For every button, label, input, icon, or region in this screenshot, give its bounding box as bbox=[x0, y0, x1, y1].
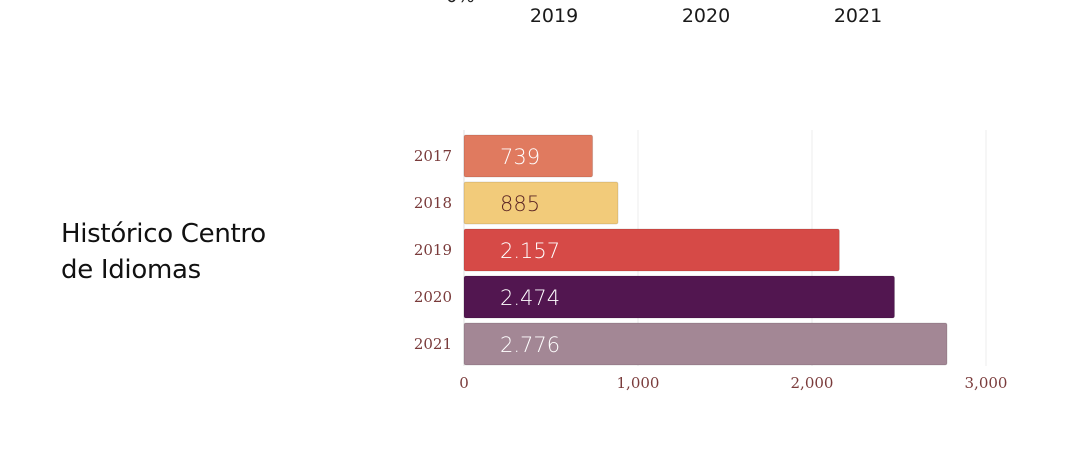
category-label-2017: 2017 bbox=[414, 147, 452, 165]
previous-chart-year-2021: 2021 bbox=[833, 5, 883, 27]
previous-chart-year-2019: 2019 bbox=[529, 5, 579, 27]
previous-chart-fragment: 0% 2019 2020 2021 bbox=[0, 0, 1080, 40]
bar-2019 bbox=[463, 228, 840, 272]
section-title-line-2: de Idiomas bbox=[61, 255, 201, 285]
x-tick-label-2: 2,000 bbox=[791, 374, 834, 392]
data-label-2019: 2.157 bbox=[500, 239, 560, 263]
bar-2020 bbox=[463, 275, 895, 319]
bar-2021 bbox=[463, 322, 948, 366]
bar-2017 bbox=[463, 134, 594, 178]
section-title: Histórico Centro de Idiomas bbox=[61, 216, 266, 288]
category-label-2019: 2019 bbox=[414, 241, 452, 259]
x-tick-label-1: 1,000 bbox=[617, 374, 660, 392]
data-label-2020: 2.474 bbox=[500, 286, 560, 310]
x-tick-label-3: 3,000 bbox=[965, 374, 1008, 392]
data-label-2017: 739 bbox=[500, 145, 540, 169]
category-label-2020: 2020 bbox=[414, 288, 452, 306]
previous-chart-axis-label: 0% bbox=[446, 0, 475, 7]
category-label-2021: 2021 bbox=[414, 335, 452, 353]
x-tick-label-0: 0 bbox=[459, 374, 469, 392]
category-label-2018: 2018 bbox=[414, 194, 452, 212]
section-title-line-1: Histórico Centro bbox=[61, 219, 266, 249]
bar-2018 bbox=[463, 181, 619, 225]
previous-chart-year-2020: 2020 bbox=[681, 5, 731, 27]
data-label-2018: 885 bbox=[500, 192, 540, 216]
data-label-2021: 2.776 bbox=[500, 333, 560, 357]
